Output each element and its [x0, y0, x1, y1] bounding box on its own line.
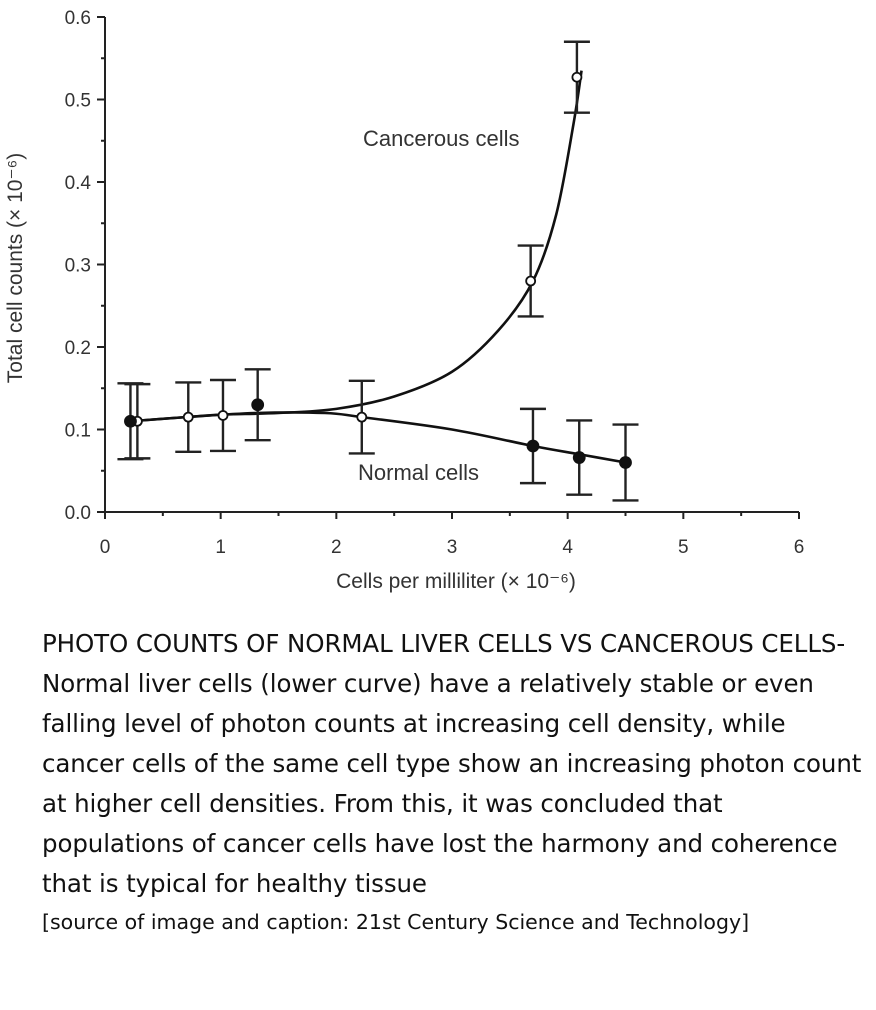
x-tick-label: 6 [794, 537, 805, 558]
x-tick-label: 1 [215, 537, 226, 558]
caption-source: [source of image and caption: 21st Centu… [42, 910, 750, 934]
data-point-cancerous [182, 411, 194, 423]
data-point-normal [572, 451, 586, 464]
series-line-cancerous [130, 70, 583, 423]
y-tick-label: 0.2 [65, 338, 91, 359]
y-tick-label: 0.6 [65, 8, 91, 29]
x-axis-title: Cells per milliliter (× 10⁻⁶) [336, 570, 576, 593]
data-point-cancerous [217, 410, 229, 421]
data-point-normal [619, 456, 632, 469]
axis-lines [104, 17, 799, 513]
photon-count-chart: 0 1 2 3 4 5 6 0.0 0.1 0.2 0.3 0.4 0.5 0.6 Cells per m… [4, 8, 805, 593]
data-point-normal [251, 398, 265, 412]
data-point-cancerous [525, 275, 537, 287]
data-markers [124, 71, 632, 469]
x-tick-label: 0 [100, 537, 111, 558]
y-tick-label: 0.5 [65, 91, 91, 112]
y-tick-label: 0.4 [65, 173, 92, 194]
data-point-cancerous [356, 411, 368, 423]
x-tick-label: 2 [331, 537, 342, 558]
axes: 0 1 2 3 4 5 6 0.0 0.1 0.2 0.3 0.4 0.5 0.6 [65, 8, 805, 558]
y-axis-title: Total cell counts (× 10⁻⁶) [4, 153, 27, 383]
data-point-normal [124, 414, 137, 428]
series-label-cancerous: Cancerous cells [363, 126, 520, 151]
error-bars [117, 40, 639, 502]
data-point-normal [526, 439, 540, 453]
x-tick-label: 4 [562, 537, 573, 558]
figure-caption: PHOTO COUNTS OF NORMAL LIVER CELLS VS CA… [42, 624, 862, 936]
y-tick-label: 0.3 [65, 256, 91, 277]
x-tick-label: 5 [678, 537, 689, 558]
series-label-normal: Normal cells [358, 460, 479, 485]
x-tick-label: 3 [447, 537, 458, 558]
data-point-cancerous [571, 71, 583, 83]
y-tick-label: 0.0 [65, 503, 91, 524]
caption-text: PHOTO COUNTS OF NORMAL LIVER CELLS VS CA… [42, 629, 862, 898]
y-tick-label: 0.1 [65, 421, 91, 442]
series-line-normal [130, 411, 626, 464]
